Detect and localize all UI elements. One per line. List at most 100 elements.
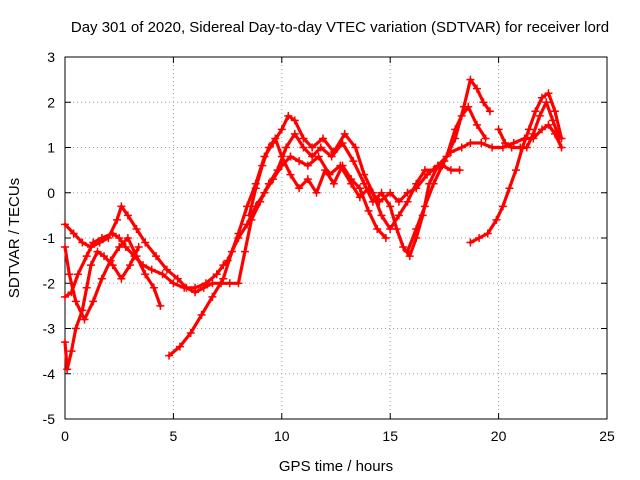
data-point-marker — [197, 310, 206, 319]
data-point-marker — [475, 234, 484, 242]
series-arc-8 — [466, 89, 566, 247]
data-point-marker — [61, 220, 69, 229]
data-point-marker — [308, 152, 317, 161]
data-point-marker — [87, 243, 96, 252]
series-trace — [247, 136, 388, 240]
data-point-marker — [65, 270, 74, 279]
data-point-marker — [113, 215, 122, 224]
data-point-marker — [277, 152, 286, 161]
data-point-marker — [386, 188, 395, 197]
data-point-marker — [284, 111, 293, 120]
data-point-marker — [308, 143, 317, 152]
data-point-marker — [247, 215, 256, 224]
data-point-marker — [234, 229, 243, 238]
data-point-marker — [459, 102, 468, 111]
data-point-marker — [78, 238, 87, 247]
data-point-marker — [67, 347, 76, 356]
data-point-marker — [80, 315, 89, 324]
data-point-marker — [227, 247, 236, 256]
data-point-marker — [485, 107, 494, 116]
data-point-marker — [488, 143, 497, 152]
data-point-marker — [360, 170, 369, 179]
data-point-marker — [295, 157, 304, 166]
data-point-marker — [542, 98, 551, 107]
data-point-marker — [123, 211, 132, 220]
data-point-marker — [277, 125, 286, 134]
data-point-marker — [524, 125, 533, 134]
data-point-marker — [156, 301, 165, 310]
data-point-marker — [63, 365, 72, 374]
data-point-marker — [349, 157, 358, 166]
data-point-marker — [282, 143, 291, 152]
grid — [65, 57, 607, 419]
data-point-marker — [457, 143, 466, 152]
data-point-marker — [132, 224, 141, 233]
data-point-marker — [498, 202, 507, 211]
data-point-marker — [312, 188, 321, 197]
data-point-marker — [225, 279, 234, 288]
data-point-marker — [108, 261, 117, 270]
data-point-marker — [386, 224, 395, 233]
data-point-marker — [338, 161, 347, 170]
data-point-marker — [243, 202, 252, 211]
data-point-marker — [71, 324, 80, 333]
y-tick-label: -1 — [43, 230, 56, 246]
data-point-marker — [95, 238, 104, 247]
data-point-marker — [347, 175, 356, 184]
data-point-marker — [394, 211, 403, 220]
data-point-marker — [429, 166, 438, 175]
data-point-marker — [264, 179, 273, 188]
data-point-marker — [212, 270, 221, 279]
data-point-marker — [505, 184, 514, 193]
data-point-marker — [134, 243, 143, 252]
data-point-marker — [158, 270, 167, 279]
data-point-marker — [386, 202, 395, 211]
data-point-marker — [87, 261, 96, 270]
data-point-marker — [290, 116, 299, 125]
x-tick-label: 0 — [61, 428, 69, 444]
series-arc-4 — [61, 243, 143, 374]
data-point-marker — [117, 202, 126, 211]
data-point-marker — [191, 288, 200, 297]
data-point-marker — [61, 292, 69, 301]
y-tick-label: 1 — [47, 140, 55, 156]
data-point-marker — [507, 143, 516, 152]
data-point-marker — [147, 265, 156, 274]
data-point-marker — [412, 224, 421, 233]
data-point-marker — [466, 238, 475, 247]
chart-title: Day 301 of 2020, Sidereal Day-to-day VTE… — [71, 19, 609, 36]
data-point-marker — [501, 138, 510, 147]
data-point-marker — [175, 342, 184, 351]
data-point-marker — [61, 243, 69, 252]
data-point-marker — [466, 75, 475, 84]
data-point-marker — [290, 129, 299, 138]
data-point-marker — [74, 270, 83, 279]
series-trace — [63, 123, 564, 299]
data-point-marker — [123, 234, 132, 242]
data-point-marker — [173, 274, 182, 283]
data-point-marker — [303, 161, 312, 170]
data-point-marker — [256, 197, 265, 206]
y-tick-label: -4 — [43, 366, 56, 382]
data-point-marker — [141, 238, 150, 247]
data-point-marker — [117, 274, 126, 283]
data-point-marker — [420, 202, 429, 211]
y-tick-label: 3 — [47, 49, 55, 65]
data-point-marker — [420, 166, 429, 175]
data-point-marker — [351, 143, 360, 152]
data-point-marker — [234, 279, 243, 288]
data-point-marker — [412, 179, 421, 188]
data-point-marker — [451, 134, 460, 143]
data-point-marker — [440, 157, 449, 166]
data-point-marker — [377, 211, 386, 220]
data-point-marker — [286, 170, 295, 179]
data-point-marker — [522, 143, 531, 152]
data-point-marker — [78, 306, 87, 315]
y-axis-label: SDTVAR / TECUs — [6, 178, 23, 298]
data-point-marker — [71, 297, 80, 306]
data-point-marker — [258, 161, 267, 170]
series-arc-5 — [165, 111, 464, 360]
data-point-marker — [316, 143, 325, 152]
data-point-marker — [93, 247, 102, 256]
